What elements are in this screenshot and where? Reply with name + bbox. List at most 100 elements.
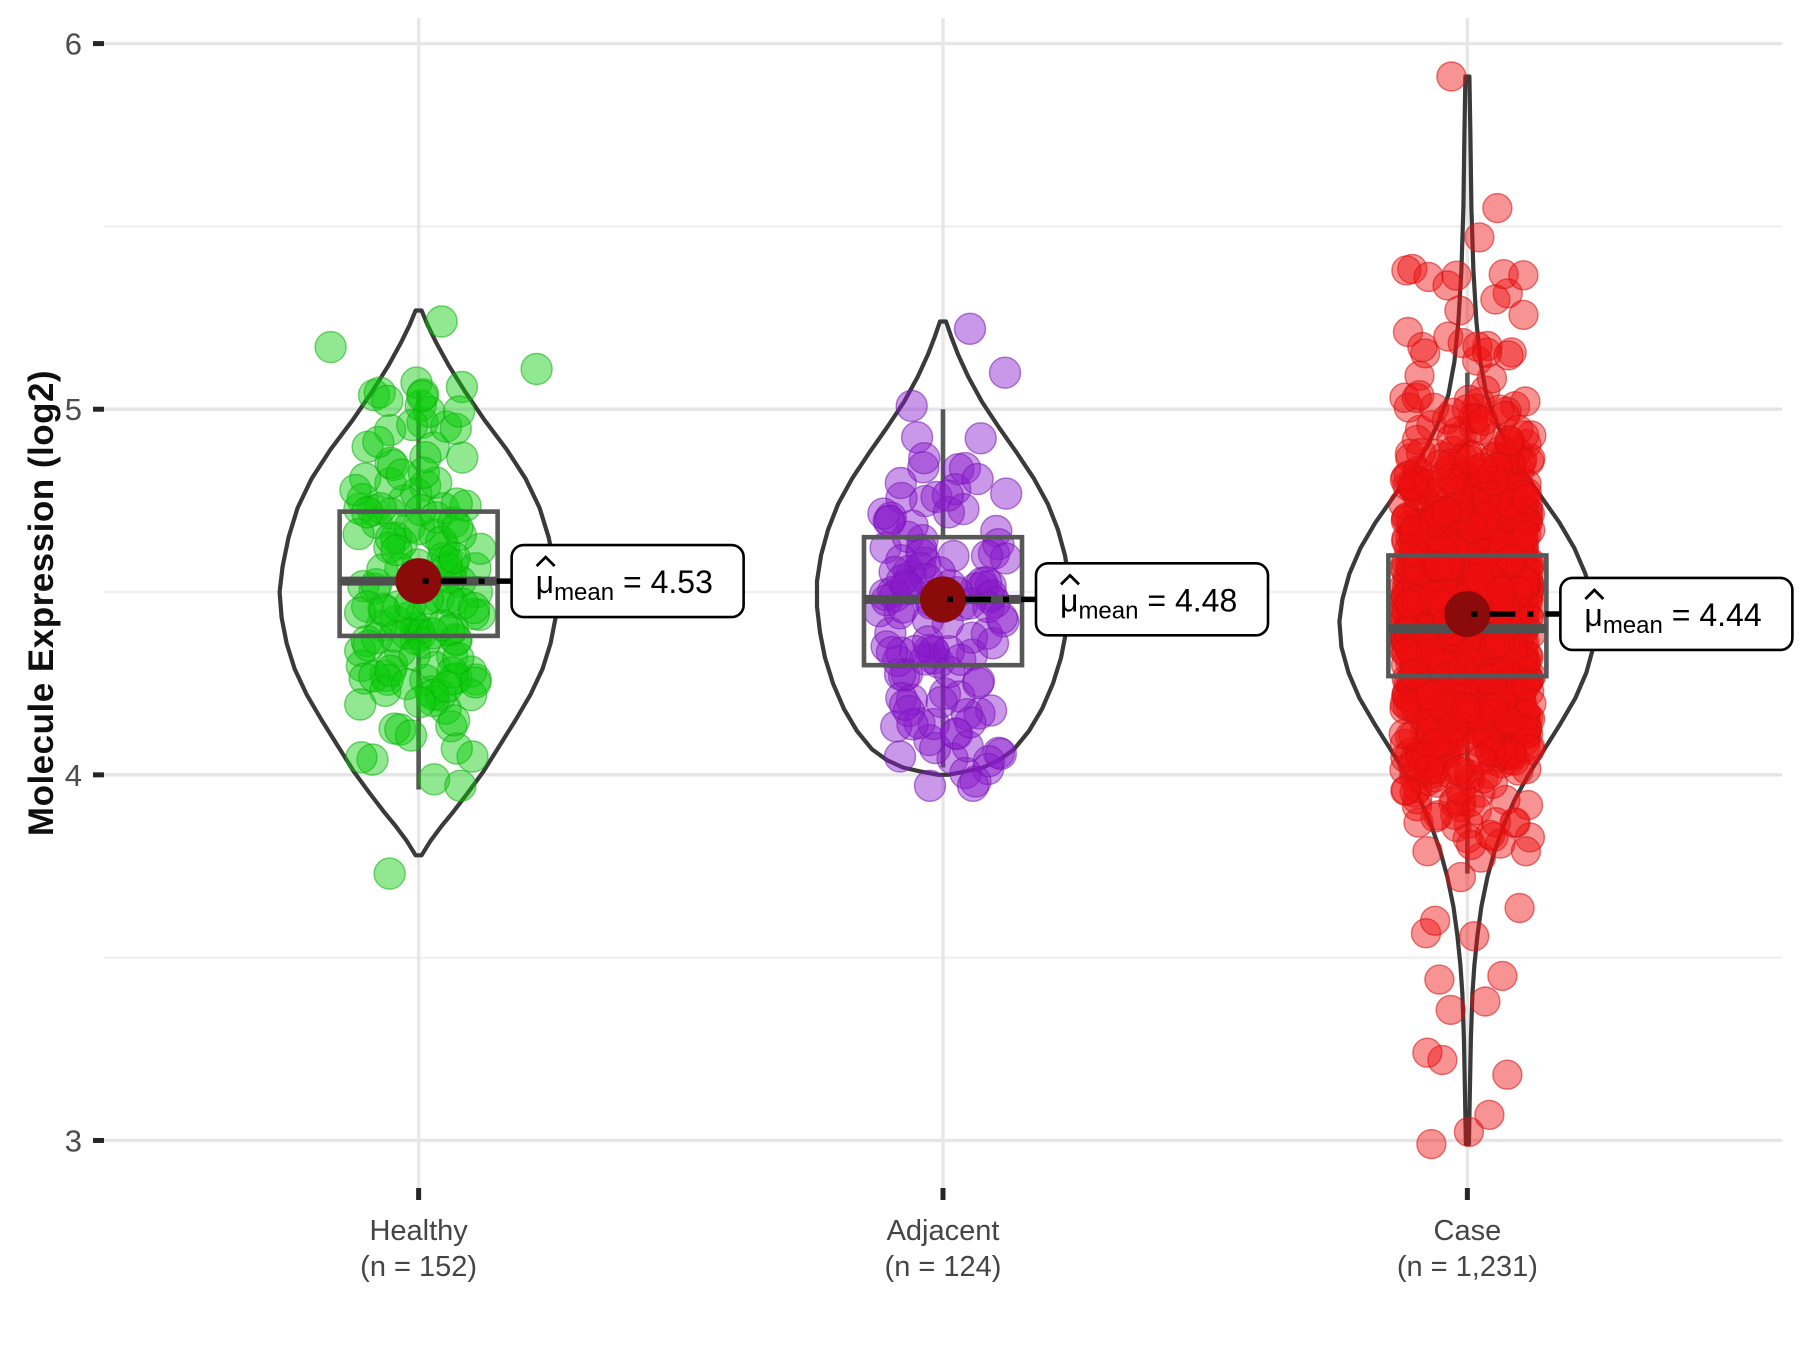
x-label-n-adjacent: (n = 124) (885, 1251, 1002, 1283)
data-point (364, 492, 397, 525)
data-point (1398, 515, 1430, 546)
data-point (948, 451, 982, 485)
data-point (1474, 819, 1506, 851)
data-point (1397, 750, 1429, 781)
data-point (1427, 650, 1459, 681)
data-point (403, 686, 436, 719)
data-point-outlier (373, 857, 406, 890)
mean-label-box-case (1559, 576, 1794, 652)
data-point (1388, 489, 1419, 520)
data-point (1413, 468, 1444, 500)
data-point (974, 694, 1008, 727)
data-point-outlier (520, 352, 553, 386)
mu-hat-adjacent (1060, 573, 1080, 586)
data-point-outlier (425, 305, 458, 338)
data-point (1471, 337, 1503, 368)
data-point (1435, 994, 1466, 1026)
mean-label-box-adjacent (1034, 562, 1270, 637)
data-point (1463, 562, 1494, 594)
data-point (1390, 505, 1422, 536)
data-point (1432, 270, 1463, 301)
data-point-outlier (1492, 1059, 1523, 1090)
data-point (1453, 1116, 1485, 1148)
data-point-outlier (883, 740, 917, 773)
data-point (1398, 537, 1429, 568)
data-point (435, 710, 468, 743)
data-point (394, 719, 428, 752)
data-point (1514, 734, 1545, 765)
data-point (925, 685, 958, 719)
data-point (888, 688, 922, 722)
data-point (371, 384, 404, 417)
data-point (1394, 588, 1426, 619)
mean-label-text-adjacent: μmean = 4.48 (1060, 582, 1237, 624)
data-point-outlier (1444, 295, 1475, 326)
data-point (343, 596, 377, 629)
data-point (356, 743, 389, 776)
group-case: μmean = 4.44 (1337, 61, 1794, 1160)
data-point-outlier (913, 769, 947, 802)
data-point (1447, 654, 1478, 685)
data-point-outlier (1480, 284, 1511, 315)
data-point (357, 378, 391, 412)
data-point-outlier (1482, 192, 1513, 224)
data-point (1485, 576, 1517, 607)
data-point (445, 370, 479, 404)
data-point (1512, 789, 1544, 821)
violin-case (1337, 74, 1598, 1147)
data-point-outlier (1416, 1128, 1447, 1160)
data-point (1420, 728, 1452, 759)
data-point (1389, 688, 1421, 719)
y-tick-label-6: 6 (65, 27, 82, 62)
data-point (1505, 528, 1536, 559)
data-point (1442, 755, 1474, 787)
data-point (1478, 693, 1509, 724)
data-point (895, 389, 928, 423)
box-healthy (337, 509, 500, 639)
mean-label-adjacent: μmean = 4.48 (1034, 562, 1270, 637)
data-point (1495, 489, 1527, 520)
data-point (873, 504, 906, 538)
data-point (1412, 836, 1443, 867)
data-point (964, 422, 997, 455)
data-point (1458, 921, 1490, 952)
data-point-outlier (1436, 61, 1467, 92)
data-point (1462, 726, 1494, 757)
data-point (928, 677, 962, 710)
data-point (1472, 663, 1504, 695)
data-point (418, 763, 451, 796)
data-point (1397, 471, 1429, 503)
data-point (437, 704, 471, 737)
data-point (1390, 775, 1421, 806)
data-point (369, 674, 402, 707)
data-point (1401, 791, 1433, 822)
data-point (413, 395, 446, 428)
data-point (1516, 688, 1547, 719)
data-point (985, 601, 1019, 635)
data-point (1442, 477, 1474, 508)
data-point (937, 539, 970, 573)
data-point (384, 713, 417, 746)
data-point-outlier (1407, 331, 1438, 363)
data-point-outlier (953, 312, 987, 345)
data-point-outlier (988, 356, 1022, 389)
data-point-outlier (1474, 1099, 1505, 1131)
data-point (1435, 448, 1467, 479)
data-point-outlier (314, 330, 347, 364)
data-point (1467, 452, 1498, 483)
data-point (900, 421, 934, 454)
data-point (1418, 581, 1450, 612)
data-point (1418, 507, 1449, 538)
data-point (1508, 299, 1539, 331)
data-point (1410, 918, 1442, 949)
data-point (1444, 493, 1475, 524)
data-point (884, 466, 917, 500)
data-point (368, 594, 401, 627)
data-point (954, 706, 987, 739)
data-point (1415, 638, 1446, 669)
data-point (446, 441, 479, 474)
data-point (438, 541, 471, 575)
data-point (904, 551, 937, 585)
data-point (892, 694, 926, 728)
data-point (1493, 706, 1524, 737)
